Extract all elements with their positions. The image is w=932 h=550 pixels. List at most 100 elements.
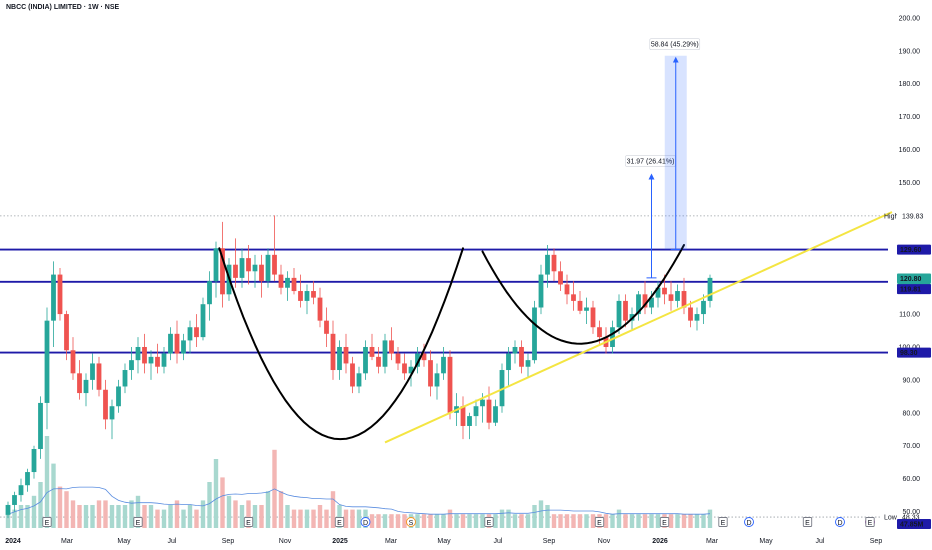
candle-body[interactable] — [324, 320, 329, 334]
candle-body[interactable] — [161, 353, 167, 367]
candle-body[interactable] — [38, 402, 43, 450]
candle-body[interactable] — [343, 346, 349, 364]
candle-body[interactable] — [649, 297, 654, 308]
candle-body[interactable] — [597, 327, 602, 338]
candle-body[interactable] — [545, 254, 550, 275]
candle-body[interactable] — [239, 258, 245, 278]
candle-body[interactable] — [155, 356, 160, 367]
candle-body[interactable] — [441, 356, 446, 374]
candle-body[interactable] — [532, 307, 537, 361]
candle-body[interactable] — [220, 248, 225, 295]
drawings[interactable]: 31.97 (26.41%) 58.84 (45.29%) — [218, 38, 893, 444]
candle-body[interactable] — [285, 277, 290, 288]
candle-body[interactable] — [402, 363, 407, 374]
earnings-icon[interactable] — [334, 517, 345, 527]
earnings-icon[interactable] — [42, 517, 52, 527]
earnings-icon[interactable] — [594, 517, 605, 527]
dividend-icon[interactable] — [360, 517, 371, 527]
earnings-icon[interactable] — [243, 517, 254, 527]
candle-body[interactable] — [90, 363, 95, 380]
candle-body[interactable] — [369, 346, 375, 357]
earnings-icon[interactable] — [659, 517, 670, 527]
candle-body[interactable] — [571, 294, 576, 301]
candle-body[interactable] — [480, 399, 485, 407]
earnings-icon[interactable] — [802, 517, 813, 527]
candle-body[interactable] — [473, 406, 479, 417]
dividend-icon[interactable] — [744, 517, 754, 527]
candle-body[interactable] — [246, 258, 251, 272]
candle-body[interactable] — [278, 274, 284, 288]
candle-body[interactable] — [298, 291, 303, 301]
trendline[interactable] — [384, 211, 893, 444]
candle-body[interactable] — [272, 254, 277, 275]
candle-body[interactable] — [83, 379, 89, 394]
candle-body[interactable] — [642, 294, 648, 308]
candle-body[interactable] — [590, 307, 596, 328]
candle-body[interactable] — [181, 340, 186, 354]
earnings-icon[interactable] — [484, 517, 494, 527]
candle-body[interactable] — [311, 291, 316, 298]
candle-body[interactable] — [129, 360, 134, 371]
candle-body[interactable] — [558, 271, 563, 285]
cup-curve-right[interactable] — [481, 244, 685, 345]
candle-body[interactable] — [512, 346, 518, 354]
candle-body[interactable] — [486, 399, 492, 423]
candle-body[interactable] — [194, 327, 199, 338]
candle-body[interactable] — [31, 449, 37, 473]
earnings-icon[interactable] — [865, 517, 875, 527]
candle-body[interactable] — [77, 373, 82, 394]
candle-body[interactable] — [304, 291, 310, 301]
candle-body[interactable] — [694, 314, 700, 321]
candle-body[interactable] — [376, 356, 381, 367]
candle-body[interactable] — [5, 504, 11, 515]
candle-body[interactable] — [57, 274, 63, 315]
candle-body[interactable] — [337, 346, 342, 371]
earnings-icon[interactable] — [718, 517, 728, 527]
candle-body[interactable] — [421, 353, 427, 361]
candle-body[interactable] — [174, 333, 180, 354]
candle-body[interactable] — [610, 327, 615, 347]
candle-body[interactable] — [207, 281, 212, 305]
candle-body[interactable] — [168, 333, 173, 354]
candle-body[interactable] — [64, 314, 69, 351]
candle-body[interactable] — [538, 274, 544, 308]
candle-body[interactable] — [460, 406, 466, 426]
candle-body[interactable] — [467, 416, 472, 426]
event-markers[interactable]: EEEEDSEEEEDEDϟE — [42, 517, 875, 528]
candle-body[interactable] — [382, 340, 388, 367]
candle-body[interactable] — [655, 287, 661, 298]
candle-body[interactable] — [681, 291, 687, 308]
candle-body[interactable] — [493, 406, 498, 423]
candle-body[interactable] — [447, 356, 453, 413]
candle-body[interactable] — [415, 353, 420, 367]
dividend-icon[interactable] — [835, 517, 845, 527]
candle-body[interactable] — [350, 363, 355, 387]
candle-body[interactable] — [25, 472, 30, 486]
candle-body[interactable] — [18, 485, 24, 496]
candle-body[interactable] — [623, 300, 628, 321]
cup-curve-left[interactable] — [218, 247, 464, 441]
candle-body[interactable] — [44, 320, 50, 403]
candle-body[interactable] — [519, 346, 524, 367]
candle-body[interactable] — [564, 284, 570, 295]
candle-body[interactable] — [551, 254, 557, 272]
candle-body[interactable] — [148, 356, 154, 364]
candle-body[interactable] — [330, 333, 336, 371]
candle-body[interactable] — [213, 248, 219, 282]
candle-body[interactable] — [317, 297, 323, 321]
candle-body[interactable] — [675, 291, 680, 301]
candle-body[interactable] — [701, 300, 706, 315]
candle-body[interactable] — [12, 495, 17, 505]
candle-body[interactable] — [525, 360, 531, 367]
candle-body[interactable] — [259, 264, 264, 282]
candle-body[interactable] — [707, 277, 713, 301]
candle-body[interactable] — [356, 373, 362, 387]
candle-body[interactable] — [109, 406, 115, 420]
candle-body[interactable] — [265, 254, 271, 282]
candle-body[interactable] — [688, 307, 693, 321]
candle-body[interactable] — [363, 346, 368, 374]
candlesticks[interactable] — [5, 215, 713, 519]
candle-body[interactable] — [408, 366, 414, 374]
candle-body[interactable] — [70, 350, 76, 374]
